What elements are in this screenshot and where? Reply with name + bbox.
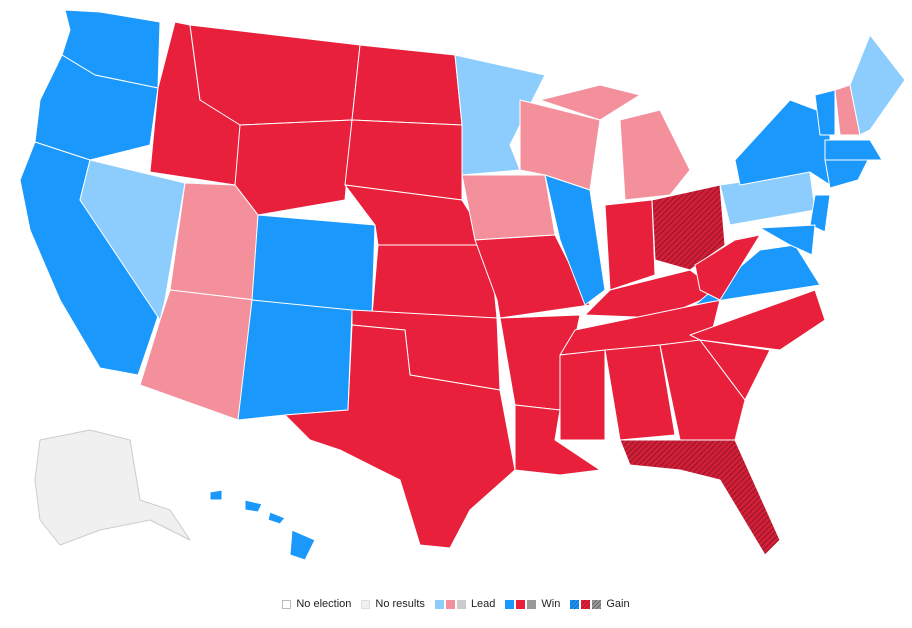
state[interactable] bbox=[814, 89, 836, 136]
legend-label: No election bbox=[296, 598, 352, 610]
state[interactable] bbox=[244, 499, 263, 513]
legend: No election No results Lead Win Gain bbox=[0, 598, 912, 610]
state[interactable] bbox=[169, 182, 259, 301]
legend-item: No results bbox=[361, 598, 425, 610]
swatch bbox=[282, 599, 292, 609]
state[interactable] bbox=[544, 174, 606, 306]
swatch bbox=[434, 599, 444, 609]
state[interactable] bbox=[251, 214, 376, 316]
state[interactable] bbox=[284, 324, 516, 549]
state[interactable] bbox=[604, 344, 676, 441]
state[interactable] bbox=[351, 44, 463, 126]
state[interactable] bbox=[34, 54, 159, 161]
legend-item: Gain bbox=[570, 598, 630, 610]
us-map bbox=[19, 9, 906, 561]
state[interactable] bbox=[461, 174, 556, 241]
state[interactable] bbox=[689, 289, 826, 351]
state[interactable] bbox=[34, 429, 191, 546]
state[interactable] bbox=[79, 159, 186, 321]
legend-label: Gain bbox=[606, 598, 630, 610]
state[interactable] bbox=[604, 199, 656, 291]
swatch bbox=[527, 599, 537, 609]
swatch bbox=[592, 599, 602, 609]
state[interactable] bbox=[619, 109, 691, 201]
state[interactable] bbox=[474, 234, 591, 319]
swatch bbox=[581, 599, 591, 609]
state[interactable] bbox=[209, 489, 223, 501]
state[interactable] bbox=[824, 159, 869, 189]
state[interactable] bbox=[139, 289, 256, 421]
legend-item: No election bbox=[282, 598, 351, 610]
state[interactable] bbox=[237, 299, 353, 421]
swatch bbox=[456, 599, 466, 609]
swatch bbox=[445, 599, 455, 609]
state[interactable] bbox=[809, 194, 831, 233]
state[interactable] bbox=[189, 24, 361, 126]
state[interactable] bbox=[694, 234, 761, 301]
legend-label: No results bbox=[375, 598, 425, 610]
legend-label: Lead bbox=[470, 598, 496, 610]
state[interactable] bbox=[849, 34, 906, 136]
swatch bbox=[505, 599, 515, 609]
state[interactable] bbox=[267, 511, 286, 525]
state[interactable] bbox=[734, 99, 831, 186]
swatch bbox=[570, 599, 580, 609]
swatch bbox=[361, 599, 371, 609]
state[interactable] bbox=[539, 84, 641, 121]
state[interactable] bbox=[659, 339, 746, 441]
legend-label: Win bbox=[541, 598, 561, 610]
state[interactable] bbox=[824, 139, 883, 161]
state[interactable] bbox=[289, 529, 316, 561]
state[interactable] bbox=[371, 244, 498, 319]
swatch bbox=[516, 599, 526, 609]
state[interactable] bbox=[619, 439, 781, 556]
legend-item: Lead bbox=[434, 598, 496, 610]
state[interactable] bbox=[559, 349, 606, 441]
state[interactable] bbox=[699, 339, 771, 401]
legend-item: Win bbox=[505, 598, 560, 610]
state[interactable] bbox=[759, 224, 816, 256]
state[interactable] bbox=[234, 119, 353, 216]
